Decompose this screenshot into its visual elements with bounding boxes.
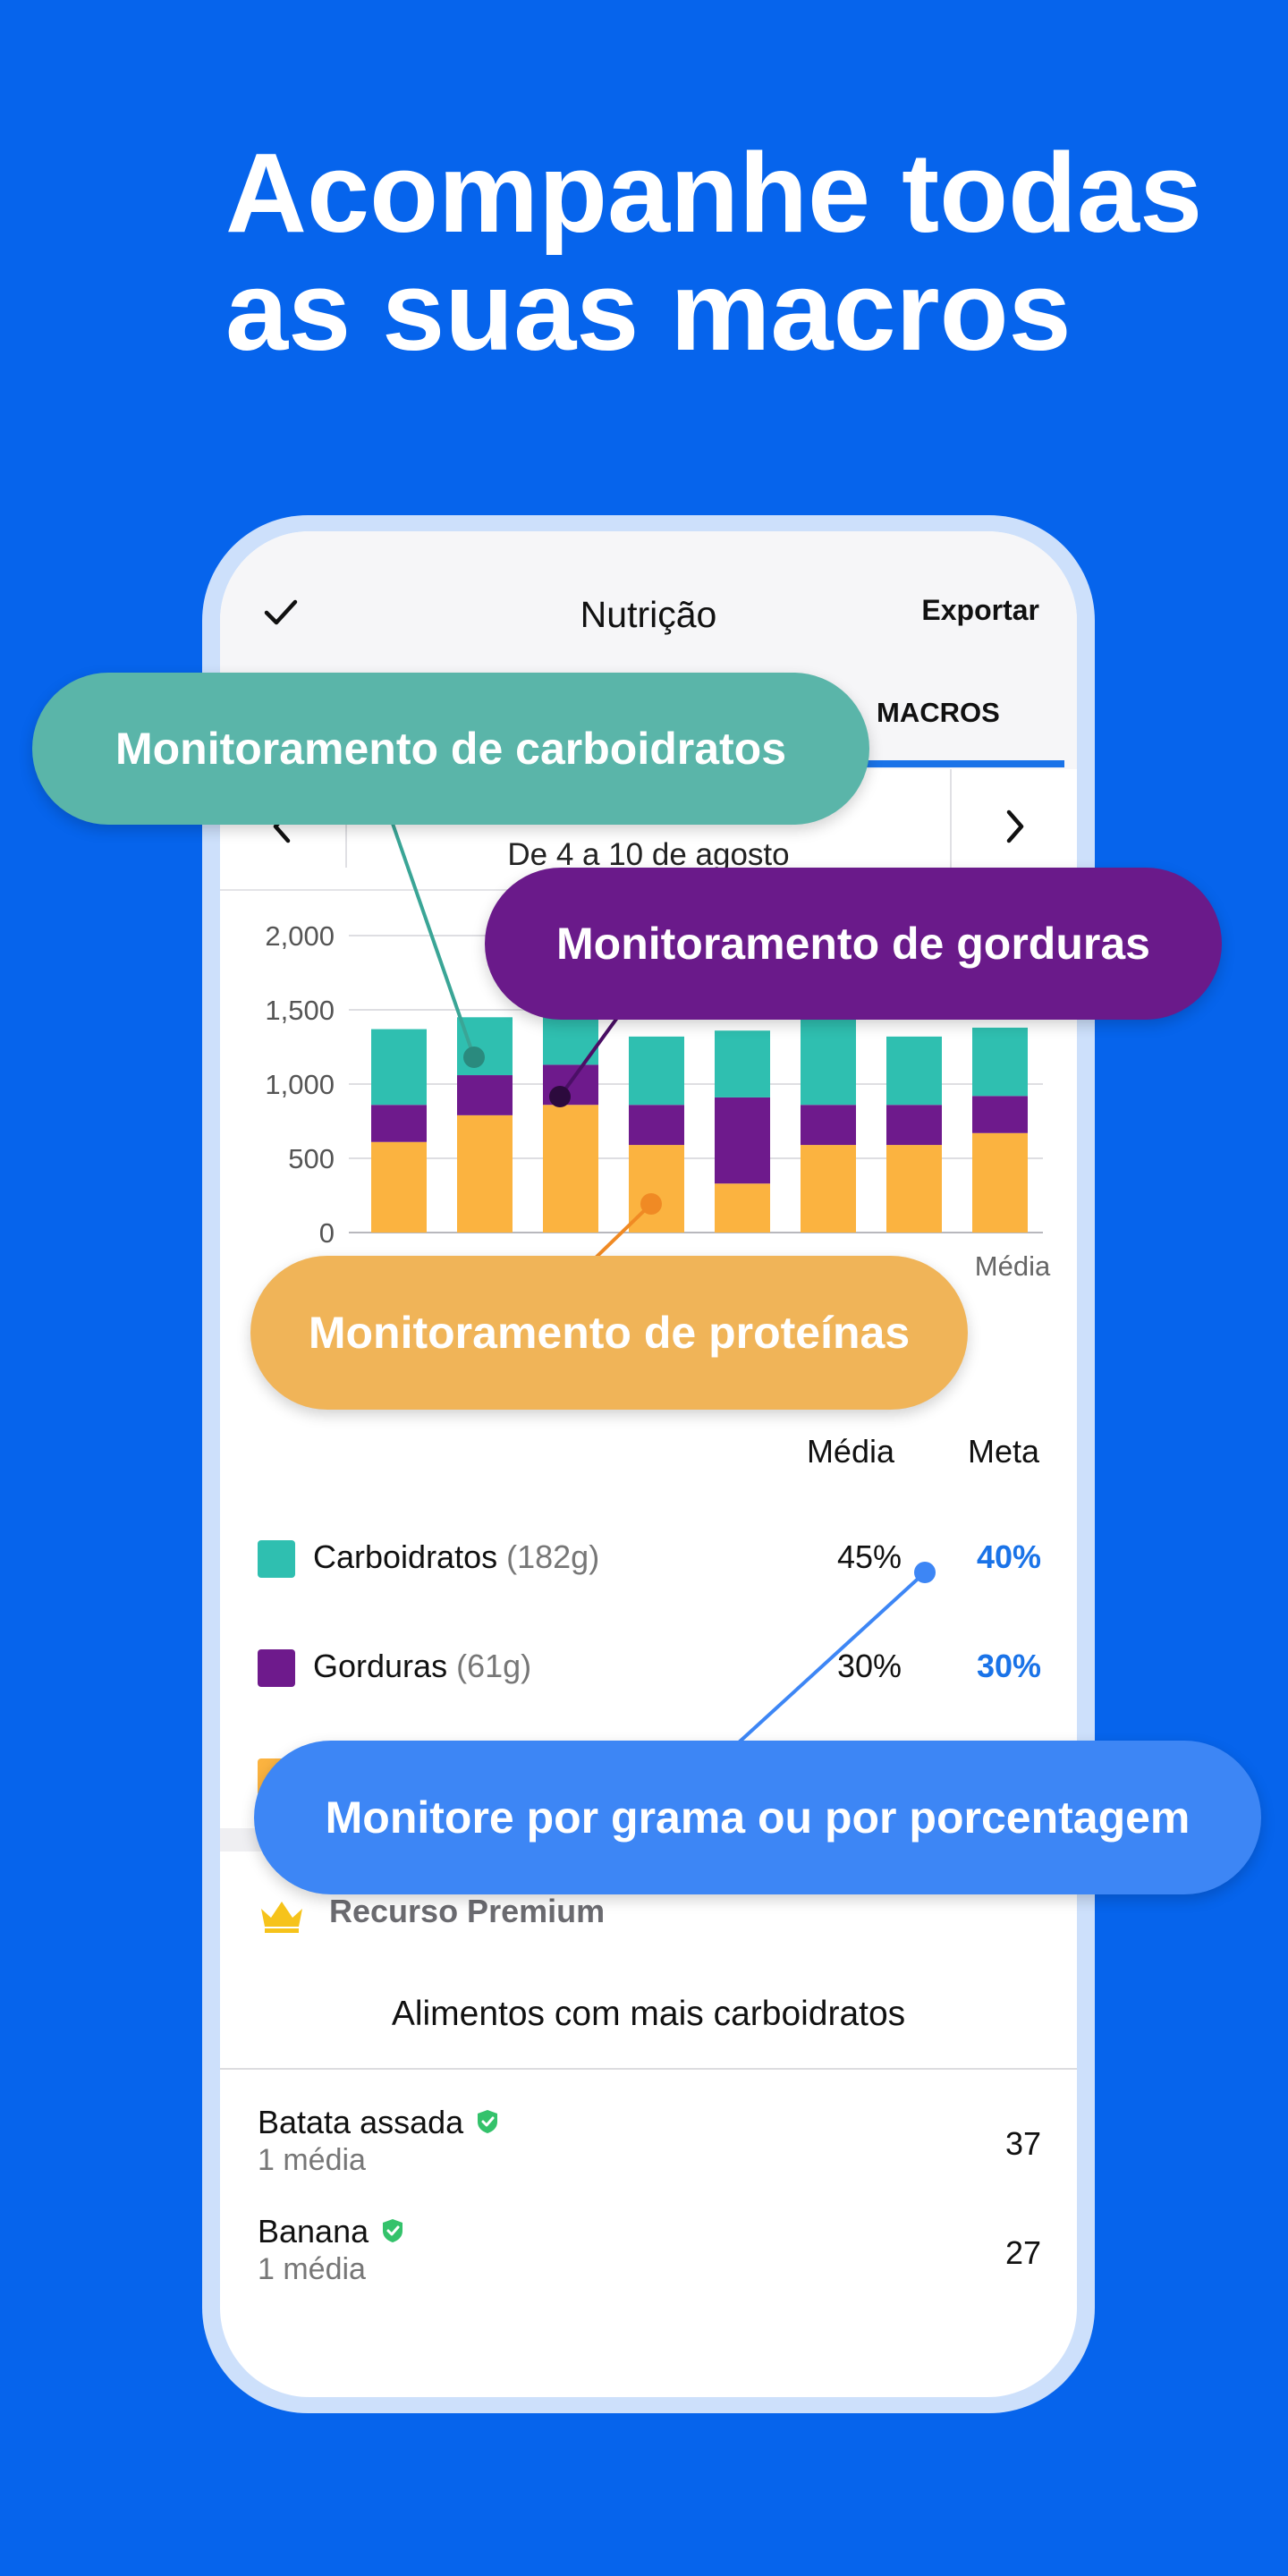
export-button[interactable]: Exportar (921, 594, 1039, 626)
macro-label: Carboidratos (182g) (313, 1538, 599, 1576)
food-name-row: Banana (258, 2213, 406, 2250)
y-tick-label: 500 (288, 1143, 335, 1174)
divider (950, 769, 952, 868)
bar-segment-carboidratos (457, 1017, 513, 1076)
phone-frame: Nutrição Exportar MACROS De 4 a 10 de ag… (202, 515, 1095, 2413)
macro-name: Carboidratos (313, 1538, 498, 1575)
bar-segment-proteínas (629, 1145, 684, 1233)
bar-segment-proteínas (972, 1132, 1028, 1233)
callout-proteins: Monitoramento de proteínas (250, 1256, 968, 1410)
col-header-average: Média (806, 1433, 894, 1470)
bar-segment-gorduras (972, 1096, 1028, 1133)
carbs-swatch (258, 1540, 295, 1578)
macro-average: 45% (836, 1538, 902, 1575)
food-serving: 1 média (258, 2252, 366, 2286)
bar-segment-proteínas (457, 1114, 513, 1233)
bar-segment-gorduras (457, 1075, 513, 1115)
bar-segment-gorduras (715, 1097, 770, 1184)
bar-segment-carboidratos (972, 1027, 1028, 1097)
bar-segment-carboidratos (715, 1030, 770, 1097)
bar-segment-proteínas (886, 1145, 942, 1233)
food-value: 27 (1004, 2234, 1041, 2271)
food-serving: 1 média (258, 2143, 366, 2177)
foods-title: Alimentos com mais carboidratos (391, 1995, 906, 2033)
x-tick-label: Média (975, 1250, 1051, 1282)
callout-carbs: Monitoramento de carboidratos (32, 673, 869, 825)
bar-segment-carboidratos (629, 1036, 684, 1106)
bar-segment-proteínas (371, 1141, 427, 1233)
y-tick-label: 1,500 (265, 995, 335, 1026)
crown-icon (261, 1902, 302, 1933)
premium-label: Recurso Premium (329, 1893, 606, 1929)
col-header-goal: Meta (967, 1433, 1039, 1470)
headline: Acompanhe todas as suas macros (225, 130, 1203, 374)
bar-segment-proteínas (801, 1145, 856, 1233)
macro-average: 30% (836, 1648, 902, 1684)
food-item[interactable]: Banana 1 média 27 (258, 2213, 1041, 2293)
macro-grams: (182g) (506, 1538, 600, 1575)
bar-segment-gorduras (886, 1105, 942, 1146)
date-range: De 4 a 10 de agosto (507, 837, 790, 872)
food-name: Banana (258, 2213, 369, 2250)
verified-icon (383, 2219, 403, 2242)
y-tick-label: 2,000 (265, 920, 335, 952)
macro-goal[interactable]: 30% (976, 1648, 1041, 1684)
bar-segment-gorduras (371, 1105, 427, 1142)
macro-grams: (61g) (456, 1648, 532, 1684)
chevron-right-icon[interactable] (996, 805, 1032, 848)
y-tick-label: 0 (319, 1217, 335, 1249)
tab-active-indicator (859, 760, 1064, 767)
bar-segment-gorduras (629, 1105, 684, 1146)
food-value: 37 (1004, 2125, 1041, 2162)
bar-segment-proteínas (715, 1183, 770, 1233)
macro-chart: 0 500 1,000 1,500 2,000 Média (265, 920, 1051, 1282)
bar-segment-carboidratos (371, 1029, 427, 1106)
bar-segment-proteínas (543, 1105, 598, 1233)
phone-screen: Nutrição Exportar MACROS De 4 a 10 de ag… (220, 531, 1077, 2397)
macro-goal[interactable]: 40% (976, 1538, 1041, 1575)
macro-name: Gorduras (313, 1648, 448, 1684)
screen-title: Nutrição (580, 594, 717, 635)
tab-macros[interactable]: MACROS (877, 697, 1000, 728)
fats-swatch (258, 1649, 295, 1687)
macro-row-fats[interactable]: Gorduras (61g) 30% 30% (258, 1642, 1041, 1696)
check-icon[interactable] (263, 594, 299, 630)
divider (220, 2068, 1077, 2070)
food-item[interactable]: Batata assada 1 média 37 (258, 2104, 1041, 2184)
bar-segment-carboidratos (801, 1015, 856, 1106)
macro-label: Gorduras (61g) (313, 1648, 531, 1685)
verified-icon (478, 2110, 498, 2133)
y-tick-label: 1,000 (265, 1069, 335, 1100)
food-name-row: Batata assada (258, 2104, 501, 2141)
bar-segment-carboidratos (886, 1036, 942, 1106)
macro-row-carbs[interactable]: Carboidratos (182g) 45% 40% (258, 1533, 1041, 1587)
callout-grams: Monitore por grama ou por porcentagem (254, 1741, 1261, 1894)
bar-segment-gorduras (801, 1105, 856, 1146)
food-name: Batata assada (258, 2104, 464, 2140)
callout-fats: Monitoramento de gorduras (485, 868, 1222, 1020)
bar-segment-gorduras (543, 1064, 598, 1106)
